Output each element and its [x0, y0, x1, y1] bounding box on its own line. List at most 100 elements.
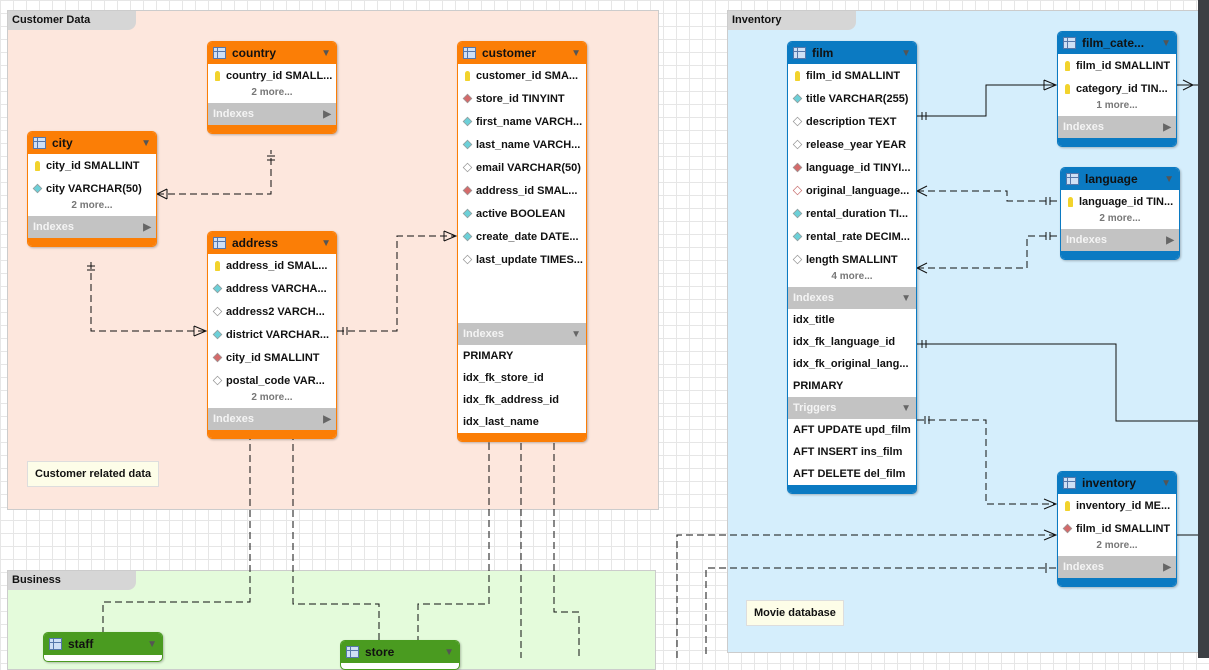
section-indexes[interactable]: Indexes ▶	[1061, 229, 1179, 251]
table-header[interactable]: film ▼	[788, 42, 916, 64]
column-row[interactable]: film_id SMALLINT	[1058, 517, 1176, 540]
collapse-arrow-icon[interactable]: ▼	[321, 47, 331, 59]
chevron-down-icon[interactable]: ▼	[901, 402, 911, 414]
chevron-right-icon[interactable]: ▶	[1163, 121, 1171, 133]
chevron-right-icon[interactable]: ▶	[1166, 234, 1174, 246]
table-language[interactable]: language ▼ language_id TIN... 2 more... Inde…	[1060, 167, 1180, 260]
section-item[interactable]: idx_title	[793, 314, 835, 326]
collapse-arrow-icon[interactable]: ▼	[444, 646, 454, 658]
collapse-arrow-icon[interactable]: ▼	[901, 47, 911, 59]
column-row[interactable]: last_name VARCH...	[458, 133, 586, 156]
column-row[interactable]: language_id TINYI...	[788, 156, 916, 179]
column-row[interactable]: store_id TINYINT	[458, 87, 586, 110]
chevron-right-icon[interactable]: ▶	[323, 413, 331, 425]
section-indexes[interactable]: Indexes ▶	[28, 216, 156, 238]
table-customer[interactable]: customer ▼ customer_id SMA... store_id TINY…	[457, 41, 587, 442]
note-movie-database[interactable]: Movie database	[746, 600, 844, 626]
collapse-arrow-icon[interactable]: ▼	[1161, 477, 1171, 489]
column-row[interactable]: district VARCHAR...	[208, 323, 336, 346]
section-item[interactable]: PRIMARY	[463, 350, 514, 362]
section-item[interactable]: idx_fk_language_id	[793, 336, 896, 348]
column-row[interactable]: first_name VARCH...	[458, 110, 586, 133]
section-item[interactable]: PRIMARY	[793, 380, 844, 392]
column-row[interactable]: city_id SMALLINT	[208, 346, 336, 369]
table-store[interactable]: store ▼	[340, 640, 460, 670]
more-columns-link[interactable]: 1 more...	[1096, 100, 1138, 111]
section-indexes[interactable]: Indexes ▼	[788, 287, 916, 309]
more-columns-link[interactable]: 4 more...	[831, 271, 873, 282]
more-columns-link[interactable]: 2 more...	[71, 200, 113, 211]
table-header[interactable]: customer ▼	[458, 42, 586, 64]
chevron-down-icon[interactable]: ▼	[571, 328, 581, 340]
section-indexes[interactable]: Indexes ▶	[1058, 556, 1176, 578]
more-columns-link[interactable]: 2 more...	[1099, 213, 1141, 224]
column-row[interactable]: language_id TIN...	[1061, 190, 1179, 213]
table-header[interactable]: language ▼	[1061, 168, 1179, 190]
section-indexes[interactable]: Indexes ▶	[1058, 116, 1176, 138]
table-film_cate[interactable]: film_cate... ▼ film_id SMALLINT category_id…	[1057, 31, 1177, 147]
column-row[interactable]: rental_rate DECIM...	[788, 225, 916, 248]
section-item[interactable]: AFT UPDATE upd_film	[793, 424, 911, 436]
section-item[interactable]: idx_fk_original_lang...	[793, 358, 909, 370]
section-item[interactable]: idx_last_name	[463, 416, 539, 428]
column-row[interactable]: film_id SMALLINT	[788, 64, 916, 87]
table-header[interactable]: film_cate... ▼	[1058, 32, 1176, 54]
table-film[interactable]: film ▼ film_id SMALLINT title VARCHAR(255) d…	[787, 41, 917, 494]
table-inventory[interactable]: inventory ▼ inventory_id ME... film_id SMAL…	[1057, 471, 1177, 587]
section-triggers[interactable]: Triggers ▼	[788, 397, 916, 419]
column-row[interactable]: last_update TIMES...	[458, 248, 586, 271]
chevron-down-icon[interactable]: ▼	[901, 292, 911, 304]
column-row[interactable]: address_id SMAL...	[208, 254, 336, 277]
section-item[interactable]: idx_fk_address_id	[463, 394, 559, 406]
section-item[interactable]: idx_fk_store_id	[463, 372, 544, 384]
more-columns-link[interactable]: 2 more...	[1096, 540, 1138, 551]
table-address[interactable]: address ▼ address_id SMAL... address VARCHA…	[207, 231, 337, 439]
column-row[interactable]: description TEXT	[788, 110, 916, 133]
column-row[interactable]: active BOOLEAN	[458, 202, 586, 225]
collapse-arrow-icon[interactable]: ▼	[141, 137, 151, 149]
column-row[interactable]: address2 VARCH...	[208, 300, 336, 323]
section-item[interactable]: AFT INSERT ins_film	[793, 446, 903, 458]
column-row[interactable]: city VARCHAR(50)	[28, 177, 156, 200]
table-staff[interactable]: staff ▼	[43, 632, 163, 662]
more-columns-link[interactable]: 2 more...	[251, 392, 293, 403]
collapse-arrow-icon[interactable]: ▼	[1161, 37, 1171, 49]
column-row[interactable]: postal_code VAR...	[208, 369, 336, 392]
table-header[interactable]: inventory ▼	[1058, 472, 1176, 494]
column-row[interactable]: release_year YEAR	[788, 133, 916, 156]
chevron-right-icon[interactable]: ▶	[323, 108, 331, 120]
section-indexes[interactable]: Indexes ▶	[208, 408, 336, 430]
section-indexes[interactable]: Indexes ▼	[458, 323, 586, 345]
section-indexes[interactable]: Indexes ▶	[208, 103, 336, 125]
chevron-right-icon[interactable]: ▶	[1163, 561, 1171, 573]
table-city[interactable]: city ▼ city_id SMALLINT city VARCHAR(50) 2 m…	[27, 131, 157, 247]
section-item[interactable]: AFT DELETE del_film	[793, 468, 906, 480]
table-country[interactable]: country ▼ country_id SMALL... 2 more... Inde…	[207, 41, 337, 134]
column-row[interactable]: address_id SMAL...	[458, 179, 586, 202]
table-header[interactable]: staff ▼	[44, 633, 162, 655]
column-row[interactable]: inventory_id ME...	[1058, 494, 1176, 517]
column-row[interactable]: address VARCHA...	[208, 277, 336, 300]
table-header[interactable]: city ▼	[28, 132, 156, 154]
more-columns-link[interactable]: 2 more...	[251, 87, 293, 98]
column-row[interactable]: create_date DATE...	[458, 225, 586, 248]
column-row[interactable]: customer_id SMA...	[458, 64, 586, 87]
chevron-right-icon[interactable]: ▶	[143, 221, 151, 233]
column-row[interactable]: category_id TIN...	[1058, 77, 1176, 100]
column-row[interactable]: length SMALLINT	[788, 248, 916, 271]
column-row[interactable]: original_language...	[788, 179, 916, 202]
note-customer-related-data[interactable]: Customer related data	[27, 461, 160, 487]
table-header[interactable]: store ▼	[341, 641, 459, 663]
collapse-arrow-icon[interactable]: ▼	[321, 237, 331, 249]
collapse-arrow-icon[interactable]: ▼	[571, 47, 581, 59]
column-row[interactable]: email VARCHAR(50)	[458, 156, 586, 179]
column-row[interactable]: title VARCHAR(255)	[788, 87, 916, 110]
column-row[interactable]: rental_duration TI...	[788, 202, 916, 225]
table-header[interactable]: country ▼	[208, 42, 336, 64]
table-header[interactable]: address ▼	[208, 232, 336, 254]
column-row[interactable]: city_id SMALLINT	[28, 154, 156, 177]
collapse-arrow-icon[interactable]: ▼	[147, 638, 157, 650]
column-row[interactable]: country_id SMALL...	[208, 64, 336, 87]
collapse-arrow-icon[interactable]: ▼	[1164, 173, 1174, 185]
column-row[interactable]: film_id SMALLINT	[1058, 54, 1176, 77]
